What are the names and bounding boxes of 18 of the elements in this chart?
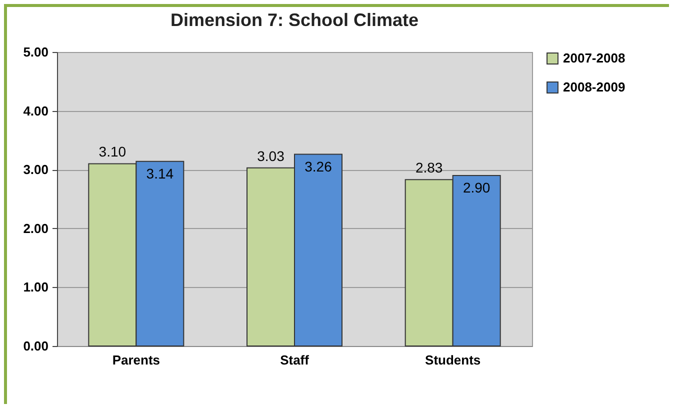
data-label: 3.10: [98, 144, 126, 160]
data-label: 2.83: [415, 160, 443, 176]
data-label: 2.90: [462, 179, 490, 196]
x-tick-label: Staff: [280, 352, 310, 368]
x-tick-label: Parents: [112, 352, 160, 368]
legend-label: 2007-2008: [563, 50, 626, 66]
y-tick-label: 2.00: [23, 220, 48, 236]
data-label: 3.26: [304, 158, 332, 174]
data-label: 3.03: [257, 148, 285, 164]
legend-label: 2008-2009: [563, 80, 626, 94]
y-tick-label: 3.00: [23, 162, 48, 178]
y-tick-label: 1.00: [23, 280, 48, 295]
x-tick-label: Students: [425, 352, 481, 368]
data-label: 3.14: [146, 165, 174, 182]
chart-title: Dimension 7: School Climate: [170, 10, 419, 30]
y-tick-label: 4.00: [23, 103, 48, 118]
y-tick-label: 0.00: [23, 338, 48, 354]
y-tick-label: 5.00: [23, 44, 48, 60]
